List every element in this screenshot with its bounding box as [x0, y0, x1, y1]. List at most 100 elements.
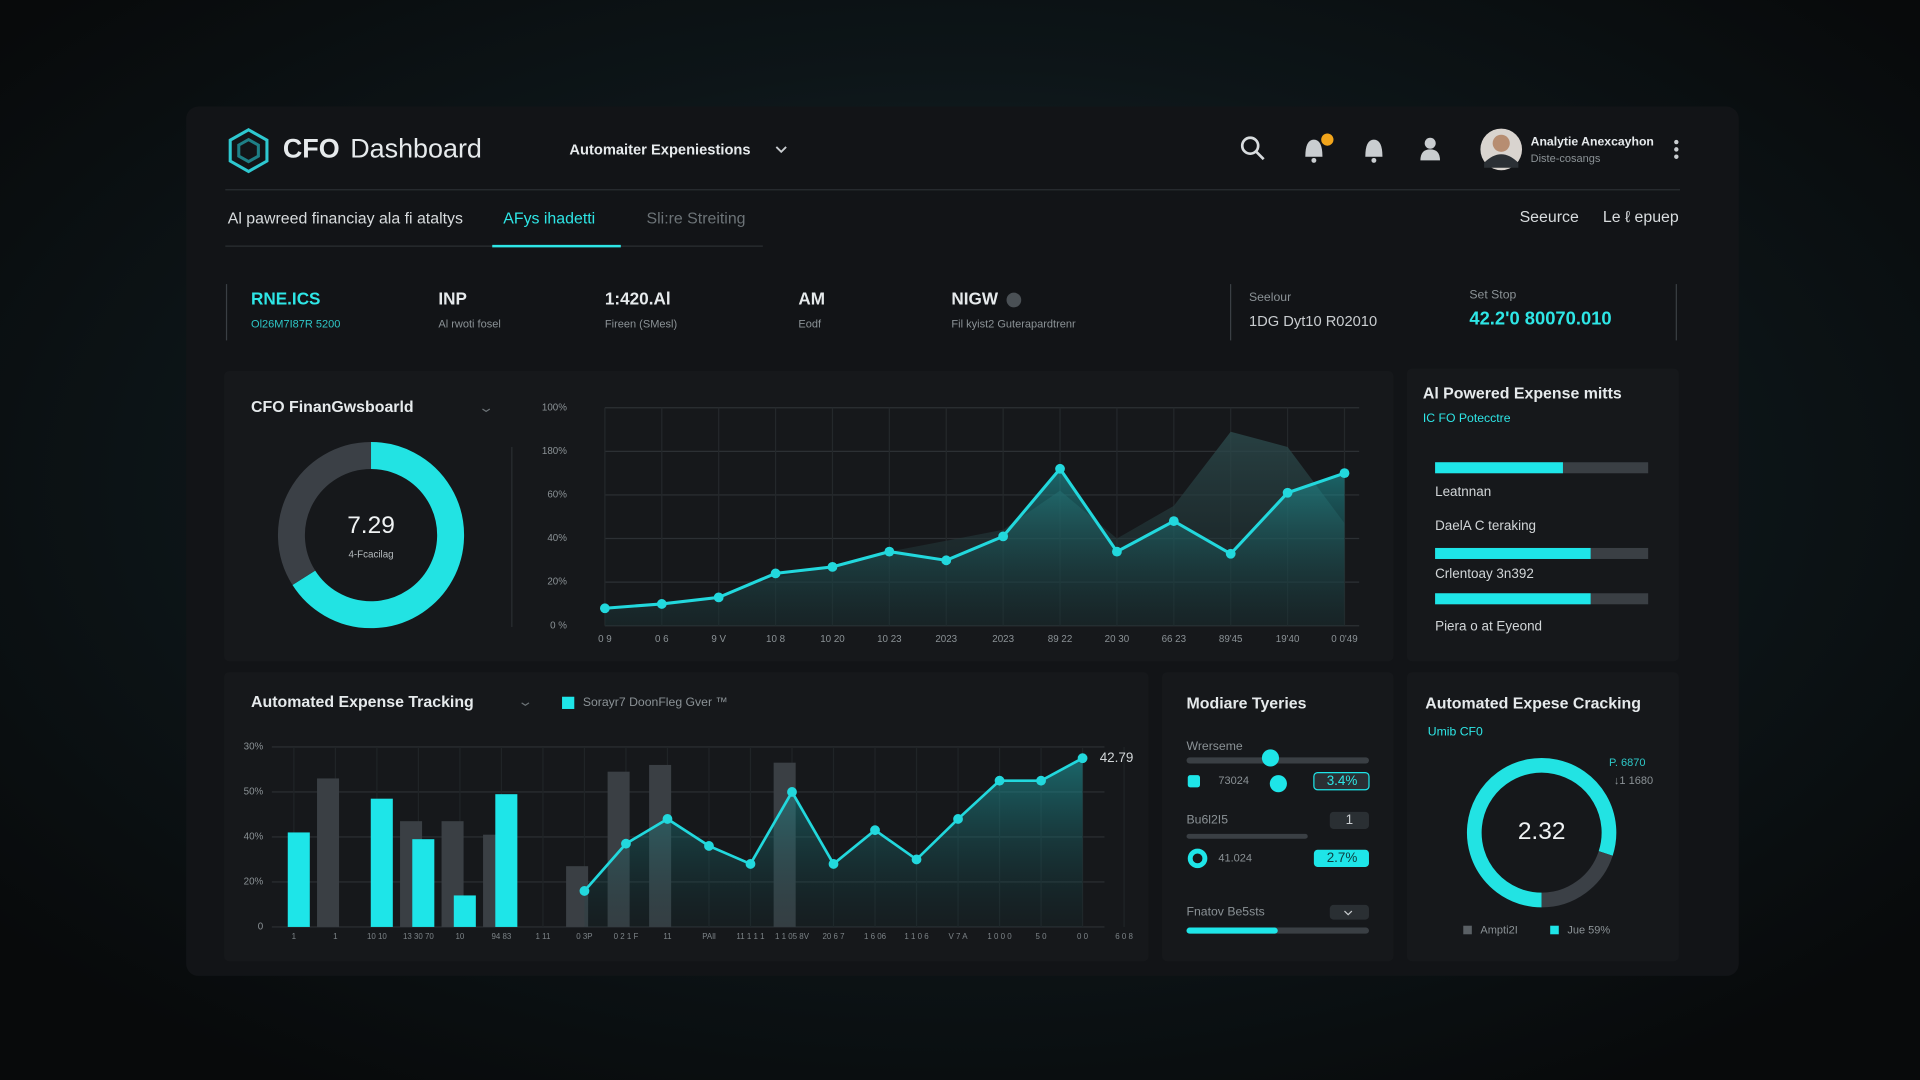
kpi-label: NIGW [951, 289, 998, 309]
line-point [998, 531, 1009, 542]
y-tick-label: 20% [244, 877, 264, 888]
row-value: 73024 [1218, 775, 1249, 787]
bar [495, 794, 518, 927]
more-menu[interactable] [1674, 139, 1679, 159]
user-icon[interactable] [1420, 137, 1440, 161]
note: ↓1 1680 [1614, 775, 1653, 787]
panel [1162, 672, 1394, 962]
line-point [1036, 775, 1046, 786]
row-label: Leatnnan [1435, 484, 1491, 499]
x-tick-label: 89 22 [1048, 634, 1072, 645]
kpi-value: 1DG Dyt10 R02010 [1249, 314, 1377, 330]
kpi-value: Ol26M7I87R 5200 [251, 318, 340, 330]
x-tick-label: V 7 A [949, 932, 969, 941]
menu[interactable]: Automaiter Expeniestions [569, 142, 750, 158]
tab[interactable]: Al pawreed financiay ala fi ataltys [228, 210, 463, 227]
panel-title: Al Powered Expense mitts [1423, 385, 1622, 402]
line-point [621, 838, 631, 849]
bar [453, 895, 476, 927]
row-label: Fnatov Be5sts [1187, 904, 1265, 918]
kpi-label: RNE.ICS [251, 289, 320, 309]
line-point [1225, 548, 1236, 559]
panel-title: Automated Expense Tracking [251, 694, 474, 711]
bar [412, 839, 435, 927]
kpi-value: Fil kyist2 Guterapardtrenr [951, 318, 1076, 330]
panel-title: Automated Expese Cracking [1425, 695, 1641, 712]
app-title: Dashboard [350, 134, 482, 164]
donut-value: 7.29 [347, 512, 395, 539]
x-tick-label: 1 0 0 0 [987, 932, 1012, 941]
line-point [787, 787, 797, 797]
search-icon[interactable] [1240, 136, 1265, 161]
tab-action[interactable]: Le ℓ epuep [1603, 209, 1679, 226]
x-tick-label: PAll [702, 932, 716, 941]
x-tick-label: 11 [663, 932, 672, 941]
kpi-label: Set Stop [1469, 287, 1516, 301]
help-icon[interactable] [1006, 292, 1022, 308]
badge-label: 1 [1346, 812, 1353, 827]
panel-title: Modiare Tyeries [1187, 695, 1307, 712]
line-point [656, 599, 667, 609]
badge [1313, 772, 1370, 791]
slider-knob [1261, 749, 1280, 767]
y-tick-label: 0 % [550, 620, 567, 631]
knob [1269, 775, 1287, 793]
y-tick-label: 100% [542, 402, 567, 413]
legend-swatch [1463, 925, 1472, 935]
tab-action[interactable]: Seeurce [1520, 209, 1579, 226]
panel [1406, 672, 1679, 962]
x-tick-label: 2023 [992, 634, 1014, 645]
y-tick-label: 30% [244, 742, 264, 753]
y-tick-label: 0 [258, 922, 264, 933]
badge-label: 3.4% [1327, 773, 1358, 788]
line-point [1112, 546, 1122, 557]
donut-segment [277, 442, 372, 585]
line-point [579, 886, 590, 896]
badge-label: 2.7% [1327, 850, 1358, 865]
bar [317, 778, 340, 927]
line-point [870, 825, 880, 836]
line-point [1339, 468, 1350, 479]
x-tick-label: 5 0 [1036, 932, 1048, 941]
notification-icon[interactable] [1305, 133, 1334, 163]
user-role: Diste-cosangs [1531, 153, 1601, 165]
line-point [745, 859, 756, 869]
line-point [994, 775, 1005, 786]
tab[interactable]: AFys ihadetti [503, 210, 595, 227]
tab[interactable]: Sli:re Streiting [647, 210, 746, 227]
bar [566, 866, 589, 927]
x-tick-label: 2023 [935, 634, 957, 645]
logo[interactable] [228, 128, 269, 174]
donut-segment [1541, 850, 1613, 908]
menu-chevron[interactable] [775, 146, 787, 154]
logo-text: CFO [283, 134, 340, 164]
line-point [704, 841, 714, 851]
x-tick-label: 19'40 [1276, 634, 1300, 645]
x-tick-label: 0 3P [576, 932, 592, 941]
line-point [941, 555, 952, 566]
line-point [884, 546, 895, 557]
x-tick-label: 89'45 [1219, 634, 1243, 645]
kpi-label: INP [438, 289, 467, 309]
row-label: Wrerseme [1187, 739, 1243, 753]
x-tick-label: 1 11 [536, 932, 551, 941]
x-tick-label: 0 6 [655, 634, 669, 645]
legend-swatch [562, 696, 575, 709]
dropdown-chevron[interactable] [521, 702, 530, 707]
y-tick-label: 60% [547, 490, 567, 501]
legend-label: Sorayr7 DoonFleg Gver ™ [583, 695, 728, 709]
kpi-value: Fireen (SMesl) [605, 318, 677, 330]
user-name: Analytie Anexcayhon [1531, 134, 1654, 148]
line-area [604, 468, 1345, 626]
dropdown-chevron[interactable] [482, 408, 491, 413]
bell-icon[interactable] [1365, 139, 1383, 163]
avatar[interactable] [1480, 128, 1523, 171]
line [604, 466, 1345, 610]
legend-label: Ampti2I [1480, 925, 1517, 937]
y-tick-label: 40% [244, 832, 264, 843]
dropdown [1329, 904, 1369, 920]
donut-segment [292, 442, 465, 629]
x-tick-label: 11 1 1 1 [736, 932, 765, 941]
panel-title: CFO FinanGwsboarld [251, 399, 414, 416]
